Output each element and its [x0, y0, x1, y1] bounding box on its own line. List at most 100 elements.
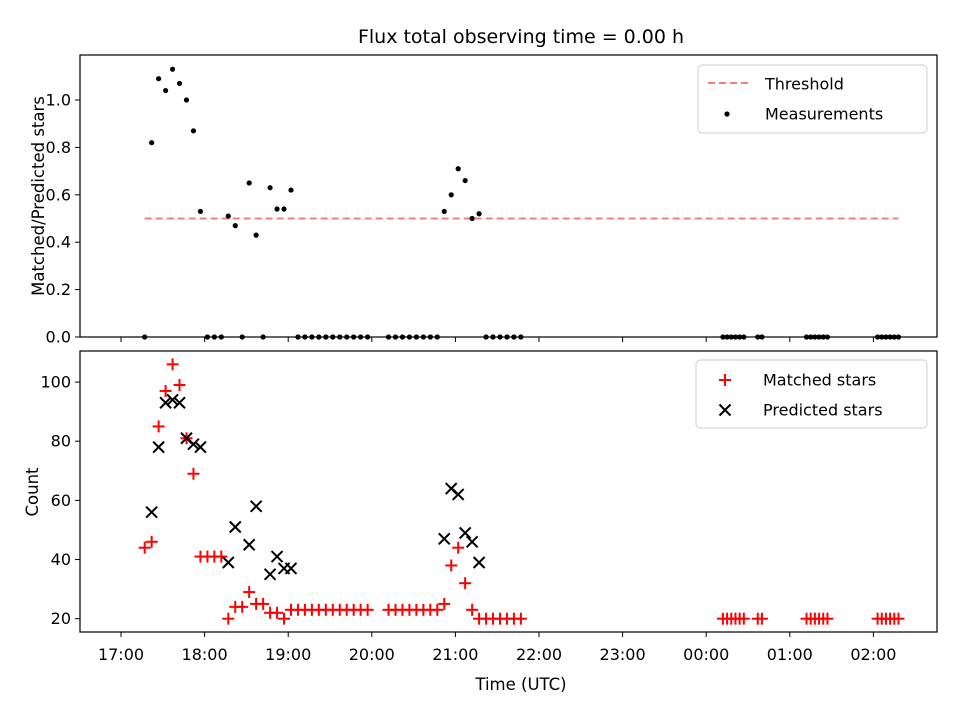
matched-star-point — [821, 612, 834, 625]
x-stroke — [194, 440, 207, 454]
x-tick-label: 18:00 — [182, 645, 228, 664]
bottom-y-axis-label: Count — [23, 467, 42, 517]
measurement-point — [246, 180, 252, 186]
bottom-y-tick-label: 100 — [40, 373, 71, 392]
x-tick-label: 17:00 — [98, 645, 144, 664]
matched-star-point — [361, 603, 374, 616]
predicted-star-point — [451, 488, 465, 501]
figure-title: Flux total observing time = 0.00 h — [358, 26, 684, 48]
measurement-point — [183, 97, 190, 103]
matched-star-point — [166, 358, 179, 371]
matched-star-point — [145, 535, 158, 548]
bottom-y-tick-label: 80 — [51, 432, 71, 451]
measurement-point — [232, 223, 238, 229]
measurement-point — [455, 166, 461, 172]
predicted-star-point — [159, 396, 172, 409]
top-axes-frame — [79, 54, 938, 338]
legend-measurements-swatch — [724, 111, 730, 117]
x-tick-label: 20:00 — [349, 645, 395, 664]
matched-star-point — [466, 603, 479, 616]
predicted-star-point — [465, 535, 479, 548]
top-y-tick-label: 0.8 — [46, 138, 71, 157]
x-stroke — [152, 440, 165, 454]
x-stroke — [187, 437, 200, 451]
predicted-star-point — [145, 505, 158, 519]
top-legend-box — [697, 64, 928, 134]
bottom-plot-area: 20 40 60 80 100 17:00 18:00 19:00 20:00 21:00 22:0… — [40, 350, 938, 664]
x-stroke — [145, 505, 158, 519]
matched-star-point — [737, 612, 750, 625]
matched-star-point — [514, 612, 527, 625]
x-tick-label: 02:00 — [850, 645, 896, 664]
predicted-star-point — [270, 550, 284, 563]
top-panel: 0.00.20.40.60.81.0ThresholdMeasurements … — [29, 54, 938, 347]
measurement-point — [448, 192, 454, 198]
matched-star-point — [215, 550, 228, 563]
measurement-point — [253, 232, 259, 238]
x-stroke — [159, 396, 172, 409]
matched-star-point — [222, 612, 235, 625]
x-stroke — [284, 562, 298, 575]
measurement-point — [225, 213, 231, 219]
measurement-point — [197, 208, 204, 215]
matched-star-point — [243, 586, 256, 599]
top-legend: Threshold Measurements — [697, 64, 928, 134]
measurement-point — [462, 177, 468, 184]
legend-threshold-label: Threshold — [764, 75, 844, 94]
measurement-point — [267, 185, 273, 191]
x-stroke — [180, 432, 193, 445]
measurement-point — [476, 211, 482, 217]
x-tick-label: 23:00 — [600, 645, 646, 664]
measurement-point — [274, 206, 280, 212]
legend-predicted-label: Predicted stars — [763, 401, 883, 420]
x-stroke — [451, 488, 465, 501]
x-stroke — [472, 556, 486, 569]
matched-star-point — [278, 612, 291, 625]
legend-matched-label: Matched stars — [763, 371, 876, 390]
matched-star-point — [755, 612, 768, 625]
x-stroke — [438, 532, 451, 546]
predicted-star-point — [242, 538, 256, 551]
matched-star-point — [159, 384, 172, 397]
top-plot-area: 0.0 0.2 0.4 0.6 0.8 1.0 Threshold Measurements — [46, 54, 938, 347]
matched-star-point — [459, 577, 472, 590]
x-tick-label: 21:00 — [432, 645, 478, 664]
bottom-y-tick-label: 20 — [51, 609, 71, 628]
x-tick-label: 22:00 — [516, 645, 562, 664]
top-y-tick-label: 1.0 — [46, 91, 71, 110]
matched-star-point — [452, 541, 465, 554]
predicted-star-point — [249, 500, 263, 513]
x-stroke — [173, 396, 186, 409]
matched-star-point — [152, 420, 165, 433]
matched-star-point — [138, 541, 151, 554]
matched-star-point — [173, 379, 186, 392]
predicted-star-point — [284, 562, 298, 575]
bottom-panel: 20 40 60 80 100 17:00 18:00 19:00 20:00 21:00 22:0… — [23, 350, 938, 694]
predicted-star-point — [166, 393, 179, 407]
measurement-point — [441, 208, 447, 215]
predicted-star-point — [194, 440, 207, 454]
measurement-point — [281, 206, 287, 212]
top-y-tick-label: 0.0 — [46, 328, 71, 347]
x-tick-label: 01:00 — [767, 645, 813, 664]
measurement-point — [162, 87, 169, 94]
x-stroke — [270, 550, 284, 563]
matched-star-point — [438, 597, 451, 610]
bottom-y-tick-label: 60 — [51, 491, 71, 510]
x-tick-label: 00:00 — [683, 645, 729, 664]
matched-star-point — [271, 606, 284, 619]
matched-star-point — [257, 597, 270, 610]
bottom-legend-box — [695, 359, 928, 429]
predicted-star-point — [263, 568, 277, 581]
measurement-point — [288, 187, 294, 193]
x-tick-label: 19:00 — [265, 645, 311, 664]
x-stroke — [718, 403, 732, 417]
x-axis-label: Time (UTC) — [474, 675, 566, 694]
matched-star-point — [236, 600, 249, 613]
x-stroke — [229, 520, 242, 534]
x-stroke — [166, 393, 179, 407]
matched-star-point — [187, 467, 200, 480]
legend-measurements-label: Measurements — [765, 105, 883, 124]
matched-star-point — [445, 559, 458, 572]
measurement-point — [190, 128, 197, 134]
